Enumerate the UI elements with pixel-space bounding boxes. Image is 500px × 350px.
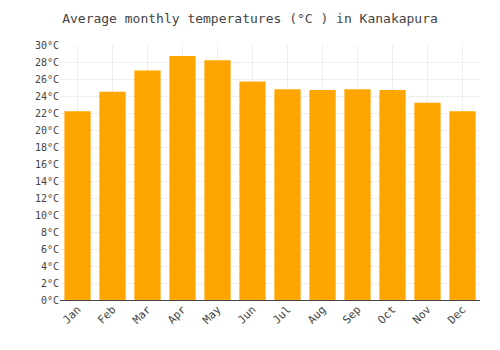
svg-text:Oct: Oct xyxy=(375,303,398,326)
svg-text:18°C: 18°C xyxy=(35,142,59,153)
svg-text:2°C: 2°C xyxy=(41,278,59,289)
svg-text:22°C: 22°C xyxy=(35,108,59,119)
svg-text:Jul: Jul xyxy=(270,303,293,326)
svg-text:Jan: Jan xyxy=(60,303,83,326)
svg-text:30°C: 30°C xyxy=(35,40,59,51)
svg-text:28°C: 28°C xyxy=(35,57,59,68)
svg-text:May: May xyxy=(200,303,224,327)
svg-text:4°C: 4°C xyxy=(41,261,59,272)
svg-text:6°C: 6°C xyxy=(41,244,59,255)
svg-text:Apr: Apr xyxy=(165,303,189,327)
svg-text:Dec: Dec xyxy=(445,303,468,326)
svg-text:Feb: Feb xyxy=(95,303,118,326)
svg-text:26°C: 26°C xyxy=(35,74,59,85)
svg-text:12°C: 12°C xyxy=(35,193,59,204)
svg-text:16°C: 16°C xyxy=(35,159,59,170)
svg-text:24°C: 24°C xyxy=(35,91,59,102)
svg-text:Aug: Aug xyxy=(305,303,328,326)
svg-text:Jun: Jun xyxy=(235,303,258,326)
svg-text:Sep: Sep xyxy=(340,303,363,326)
svg-text:8°C: 8°C xyxy=(41,227,59,238)
svg-text:Mar: Mar xyxy=(130,303,154,327)
svg-text:14°C: 14°C xyxy=(35,176,59,187)
svg-text:10°C: 10°C xyxy=(35,210,59,221)
svg-text:Nov: Nov xyxy=(410,303,434,327)
svg-text:Average monthly temperatures (: Average monthly temperatures (°C ) in Ka… xyxy=(62,11,438,26)
svg-text:20°C: 20°C xyxy=(35,125,59,136)
svg-text:0°C: 0°C xyxy=(41,295,59,306)
